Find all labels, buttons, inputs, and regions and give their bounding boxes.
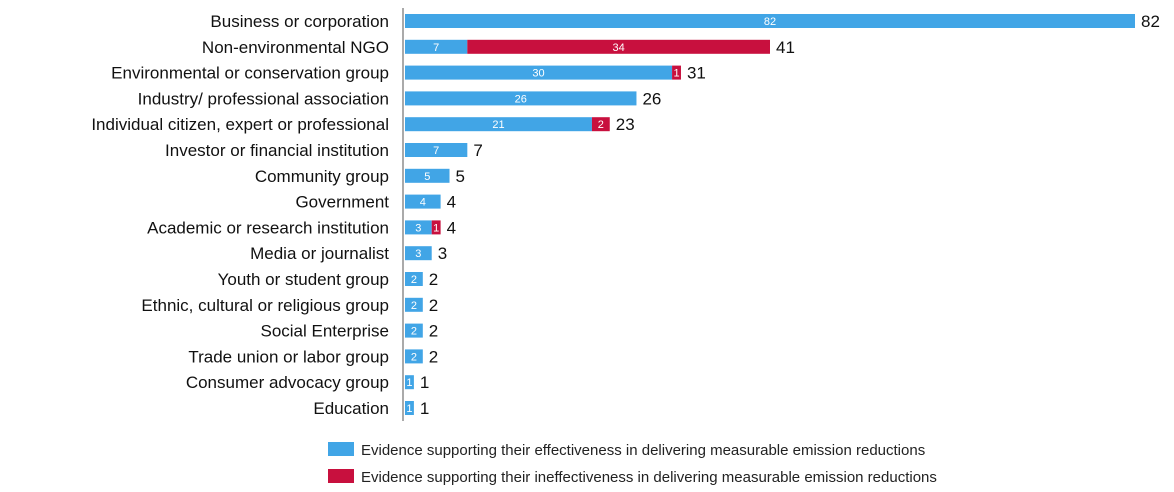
category-label: Social Enterprise xyxy=(260,322,389,341)
category-label: Ethnic, cultural or religious group xyxy=(141,296,389,315)
segment-value-label: 2 xyxy=(411,326,417,338)
segment-value-label: 1 xyxy=(406,377,412,389)
bar-segment-effective xyxy=(405,220,432,235)
segment-value-label: 7 xyxy=(433,42,439,54)
total-value-label: 4 xyxy=(447,218,456,237)
legend-swatch-effective xyxy=(328,442,354,456)
category-label: Consumer advocacy group xyxy=(186,373,389,392)
segment-value-label: 34 xyxy=(613,42,625,54)
category-label: Youth or student group xyxy=(218,270,389,289)
segment-value-label: 3 xyxy=(415,248,421,260)
segment-value-label: 2 xyxy=(411,300,417,312)
bar-segment-effective xyxy=(405,14,1135,28)
segment-value-label: 21 xyxy=(492,119,504,131)
bar-segment-ineffective xyxy=(672,65,681,80)
legend: Evidence supporting their effectiveness … xyxy=(328,442,937,486)
total-value-label: 82 xyxy=(1141,12,1160,31)
bar-segment-effective xyxy=(405,65,673,80)
total-value-label: 4 xyxy=(447,193,456,212)
category-label: Individual citizen, expert or profession… xyxy=(91,115,389,134)
bar-segment-effective xyxy=(405,349,423,364)
category-label: Media or journalist xyxy=(250,244,389,263)
bar-segment-effective xyxy=(405,91,637,106)
total-value-label: 23 xyxy=(616,115,635,134)
total-value-label: 2 xyxy=(429,322,438,341)
total-value-label: 1 xyxy=(420,373,429,392)
segment-value-label: 26 xyxy=(515,93,527,105)
segment-value-label: 1 xyxy=(433,222,439,234)
bar-segment-effective xyxy=(405,39,468,54)
bar-segment-ineffective xyxy=(431,220,441,235)
bar-segment-effective xyxy=(405,375,414,390)
total-value-label: 2 xyxy=(429,270,438,289)
bar-segment-effective xyxy=(405,246,432,261)
category-label: Trade union or labor group xyxy=(188,347,389,366)
category-label: Community group xyxy=(255,167,389,186)
category-label: Investor or financial institution xyxy=(165,141,389,160)
bar-segment-effective xyxy=(405,194,441,209)
segment-value-label: 2 xyxy=(598,119,604,131)
bar-segment-ineffective xyxy=(591,117,610,132)
legend-label: Evidence supporting their ineffectivenes… xyxy=(361,469,937,486)
bar-segment-effective xyxy=(405,272,423,286)
total-value-label: 7 xyxy=(473,141,482,160)
segment-value-label: 5 xyxy=(424,171,430,183)
segment-value-label: 7 xyxy=(433,145,439,157)
segment-value-label: 82 xyxy=(764,16,776,28)
total-value-label: 41 xyxy=(776,38,795,57)
legend-label: Evidence supporting their effectiveness … xyxy=(361,442,925,459)
segment-value-label: 1 xyxy=(406,403,412,415)
bar-segment-effective xyxy=(405,401,414,415)
segment-value-label: 2 xyxy=(411,351,417,363)
bar-segment-effective xyxy=(405,117,592,132)
segment-value-label: 4 xyxy=(420,197,426,209)
total-value-label: 1 xyxy=(420,399,429,418)
category-label: Academic or research institution xyxy=(147,218,389,237)
total-value-label: 2 xyxy=(429,296,438,315)
total-value-label: 26 xyxy=(642,89,661,108)
total-value-label: 5 xyxy=(456,167,465,186)
category-label: Environmental or conservation group xyxy=(111,64,389,83)
legend-swatch-ineffective xyxy=(328,469,354,483)
segment-value-label: 2 xyxy=(411,274,417,286)
bar-segment-ineffective xyxy=(467,39,770,54)
segment-value-label: 30 xyxy=(532,68,544,80)
total-value-label: 31 xyxy=(687,64,706,83)
total-value-label: 3 xyxy=(438,244,447,263)
category-label: Non-environmental NGO xyxy=(202,38,389,57)
bar-segment-effective xyxy=(405,323,423,338)
category-label: Business or corporation xyxy=(210,12,389,31)
bars-group: Business or corporation 82 82 Non-environme… xyxy=(91,12,1160,418)
bar-segment-effective xyxy=(405,297,423,312)
segment-value-label: 3 xyxy=(415,222,421,234)
category-label: Government xyxy=(295,193,389,212)
bar-segment-effective xyxy=(405,168,450,183)
total-value-label: 2 xyxy=(429,347,438,366)
category-label: Industry/ professional association xyxy=(138,89,389,108)
bar-segment-effective xyxy=(405,143,468,157)
category-label: Education xyxy=(313,399,389,418)
segment-value-label: 1 xyxy=(673,68,679,80)
